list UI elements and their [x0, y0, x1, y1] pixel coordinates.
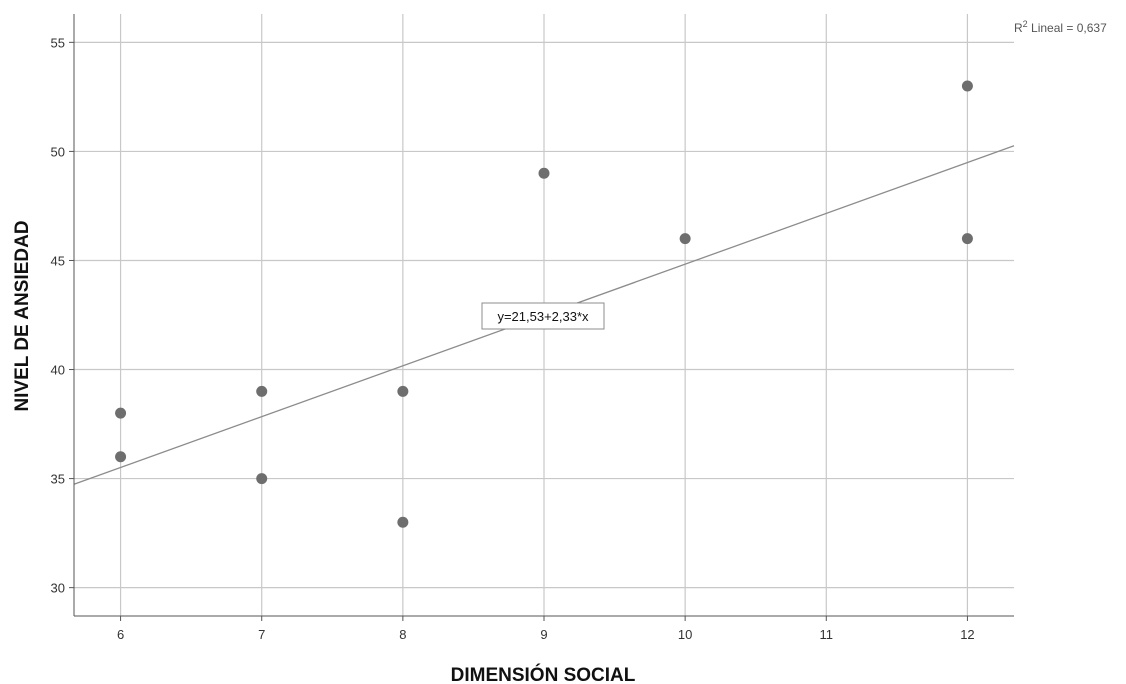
data-point	[538, 167, 550, 179]
x-axis-title: DIMENSIÓN SOCIAL	[451, 664, 636, 684]
x-tick-label: 7	[258, 627, 265, 642]
tick-labels: 6 7 8 9 10 11 12 30 35 40 45 50 55	[51, 35, 975, 642]
x-tick-label: 9	[540, 627, 547, 642]
equation-box	[481, 302, 605, 330]
x-tick-label: 8	[399, 627, 406, 642]
y-tick-label: 50	[51, 144, 65, 159]
y-tick-label: 35	[51, 472, 65, 487]
data-point	[256, 473, 268, 485]
x-tick-label: 11	[820, 627, 834, 642]
x-tick-label: 10	[678, 627, 692, 642]
data-point	[679, 233, 691, 245]
data-point	[961, 80, 973, 92]
grid-lines	[74, 14, 1014, 616]
data-point	[256, 385, 268, 397]
data-point	[397, 516, 409, 528]
equation-label: y=21,53+2,33*x	[497, 309, 589, 324]
y-tick-label: 30	[51, 581, 65, 596]
r-squared-label: R2 Lineal = 0,637	[1014, 19, 1107, 35]
y-tick-label: 45	[51, 253, 65, 268]
y-axis-title: NIVEL DE ANSIEDAD	[12, 220, 33, 411]
equation-label-box: y=21,53+2,33*x	[481, 302, 605, 330]
data-point	[115, 451, 127, 463]
data-points	[115, 80, 973, 528]
x-tick-label: 6	[117, 627, 124, 642]
x-tick-label: 12	[960, 627, 974, 642]
axes	[69, 14, 1014, 621]
data-point	[961, 233, 973, 245]
r-squared-value: Lineal = 0,637	[1028, 21, 1107, 35]
data-point	[115, 407, 127, 419]
y-tick-label: 40	[51, 363, 65, 378]
r-squared-superscript: 2	[1023, 19, 1028, 29]
data-point	[397, 385, 409, 397]
r-squared-prefix: R	[1014, 21, 1023, 35]
y-tick-label: 55	[51, 35, 65, 50]
